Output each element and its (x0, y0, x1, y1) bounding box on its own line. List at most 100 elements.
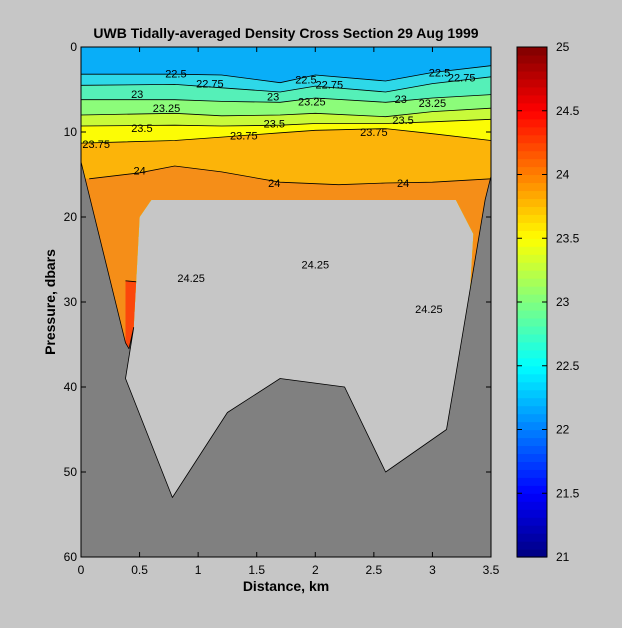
contour-line-24 (89, 165, 491, 186)
colorbar-swatch (517, 142, 547, 152)
contour-line-22_75 (81, 76, 491, 93)
contour-label: 22.75 (316, 79, 344, 91)
x-tick-label: 2 (312, 563, 319, 577)
colorbar-swatch (517, 525, 547, 534)
colorbar-tick-label: 23.5 (556, 231, 580, 245)
colorbar-swatch (517, 166, 547, 176)
colorbar-swatch (517, 349, 547, 359)
colorbar-swatch (517, 286, 547, 295)
colorbar-swatch (517, 461, 547, 470)
colorbar-swatch (517, 541, 547, 550)
colorbar-swatch (517, 437, 547, 447)
contour-line-22_5 (81, 65, 491, 84)
chart-title: UWB Tidally-averaged Density Cross Secti… (93, 25, 478, 41)
colorbar-swatch (517, 477, 547, 486)
colorbar-tick-label: 24 (556, 168, 570, 182)
colorbar-swatch (517, 317, 547, 327)
colorbar-swatch (517, 445, 547, 455)
colorbar-swatch (517, 126, 547, 136)
colorbar-tick-label: 21 (556, 550, 570, 564)
colorbar-swatch (517, 485, 547, 494)
colorbar-swatch (517, 365, 547, 375)
y-axis-label: Pressure, dbars (42, 249, 58, 355)
contour-label: 24 (397, 178, 409, 190)
y-tick-label: 20 (64, 210, 78, 224)
contour-label: 23.5 (131, 123, 152, 135)
x-tick-label: 3.5 (483, 563, 500, 577)
colorbar-swatch (517, 389, 547, 399)
y-tick-label: 60 (64, 550, 78, 564)
contour-line-23 (81, 94, 491, 103)
colorbar-tick-label: 22 (556, 423, 570, 437)
x-axis: 0 0.5 1 1.5 2 2.5 3 3.5 (78, 47, 500, 577)
x-tick-label: 2.5 (366, 563, 383, 577)
contour-label: 24.25 (415, 304, 443, 316)
colorbar-swatch (517, 214, 547, 223)
colorbar-swatch (517, 190, 547, 200)
colorbar-swatch (517, 309, 547, 319)
colorbar-swatch (517, 501, 547, 510)
contour-label: 23.25 (298, 96, 326, 108)
colorbar-swatch (517, 222, 547, 231)
contour-label: 23 (131, 89, 143, 101)
colorbar-swatch (517, 413, 547, 423)
colorbar-swatch (517, 405, 547, 415)
colorbar-tick-label: 21.5 (556, 486, 580, 500)
contour-label: 24.25 (177, 273, 205, 285)
colorbar-swatch (517, 325, 547, 335)
x-axis-label: Distance, km (243, 578, 329, 594)
contour-label: 22.75 (448, 73, 476, 85)
colorbar-swatch (517, 333, 547, 343)
y-tick-label: 40 (64, 380, 78, 394)
colorbar-swatch (517, 381, 547, 391)
y-tick-label: 30 (64, 295, 78, 309)
colorbar-swatch (517, 78, 547, 88)
contour-label: 23 (395, 94, 407, 106)
x-tick-label: 0.5 (131, 563, 148, 577)
colorbar-swatch (517, 94, 547, 104)
contour-label: 23.5 (264, 119, 285, 131)
contour-label: 24 (268, 178, 280, 190)
colorbar-tick-label: 24.5 (556, 104, 580, 118)
colorbar-swatch (517, 54, 547, 64)
colorbar-swatch (517, 397, 547, 407)
contour-label: 22.5 (429, 68, 450, 80)
contour-label: 22.75 (196, 79, 224, 91)
contour-label: 23.75 (360, 127, 388, 139)
colorbar-swatch (517, 270, 547, 279)
colorbar-swatch (517, 206, 547, 215)
contour-label: 23.25 (419, 98, 447, 110)
contour-label: 24.25 (302, 260, 330, 272)
contour-label: 23.25 (153, 103, 181, 115)
colorbar-swatch (517, 278, 547, 287)
colorbar-swatch (517, 453, 547, 462)
colorbar-swatch (517, 509, 547, 518)
colorbar-swatch (517, 429, 547, 439)
y-tick-label: 10 (64, 125, 78, 139)
contour-label: 23.75 (230, 130, 258, 142)
x-tick-label: 3 (429, 563, 436, 577)
colorbar-swatch (517, 47, 547, 56)
colorbar-swatch (517, 493, 547, 502)
colorbar-swatch (517, 174, 547, 184)
contour-label: 23.75 (82, 139, 110, 151)
contour-line-23_5 (81, 118, 491, 127)
contour-line-23_25 (81, 107, 491, 118)
colorbar: 21 21.5 22 22.5 23 23.5 24 24.5 25 (516, 40, 580, 564)
colorbar-swatch (517, 421, 547, 431)
contour-label: 22.5 (295, 74, 316, 86)
colorbar-swatch (517, 182, 547, 192)
colorbar-swatch (517, 158, 547, 168)
contour-label: 22.5 (165, 68, 186, 80)
colorbar-tick-label: 23 (556, 295, 570, 309)
x-tick-label: 0 (78, 563, 85, 577)
colorbar-swatch (517, 373, 547, 383)
colorbar-swatch (517, 469, 547, 478)
colorbar-swatch (517, 118, 547, 128)
colorbar-swatch (517, 294, 547, 303)
colorbar-swatch (517, 102, 547, 112)
colorbar-tick-label: 22.5 (556, 359, 580, 373)
colorbar-swatch (517, 549, 547, 558)
